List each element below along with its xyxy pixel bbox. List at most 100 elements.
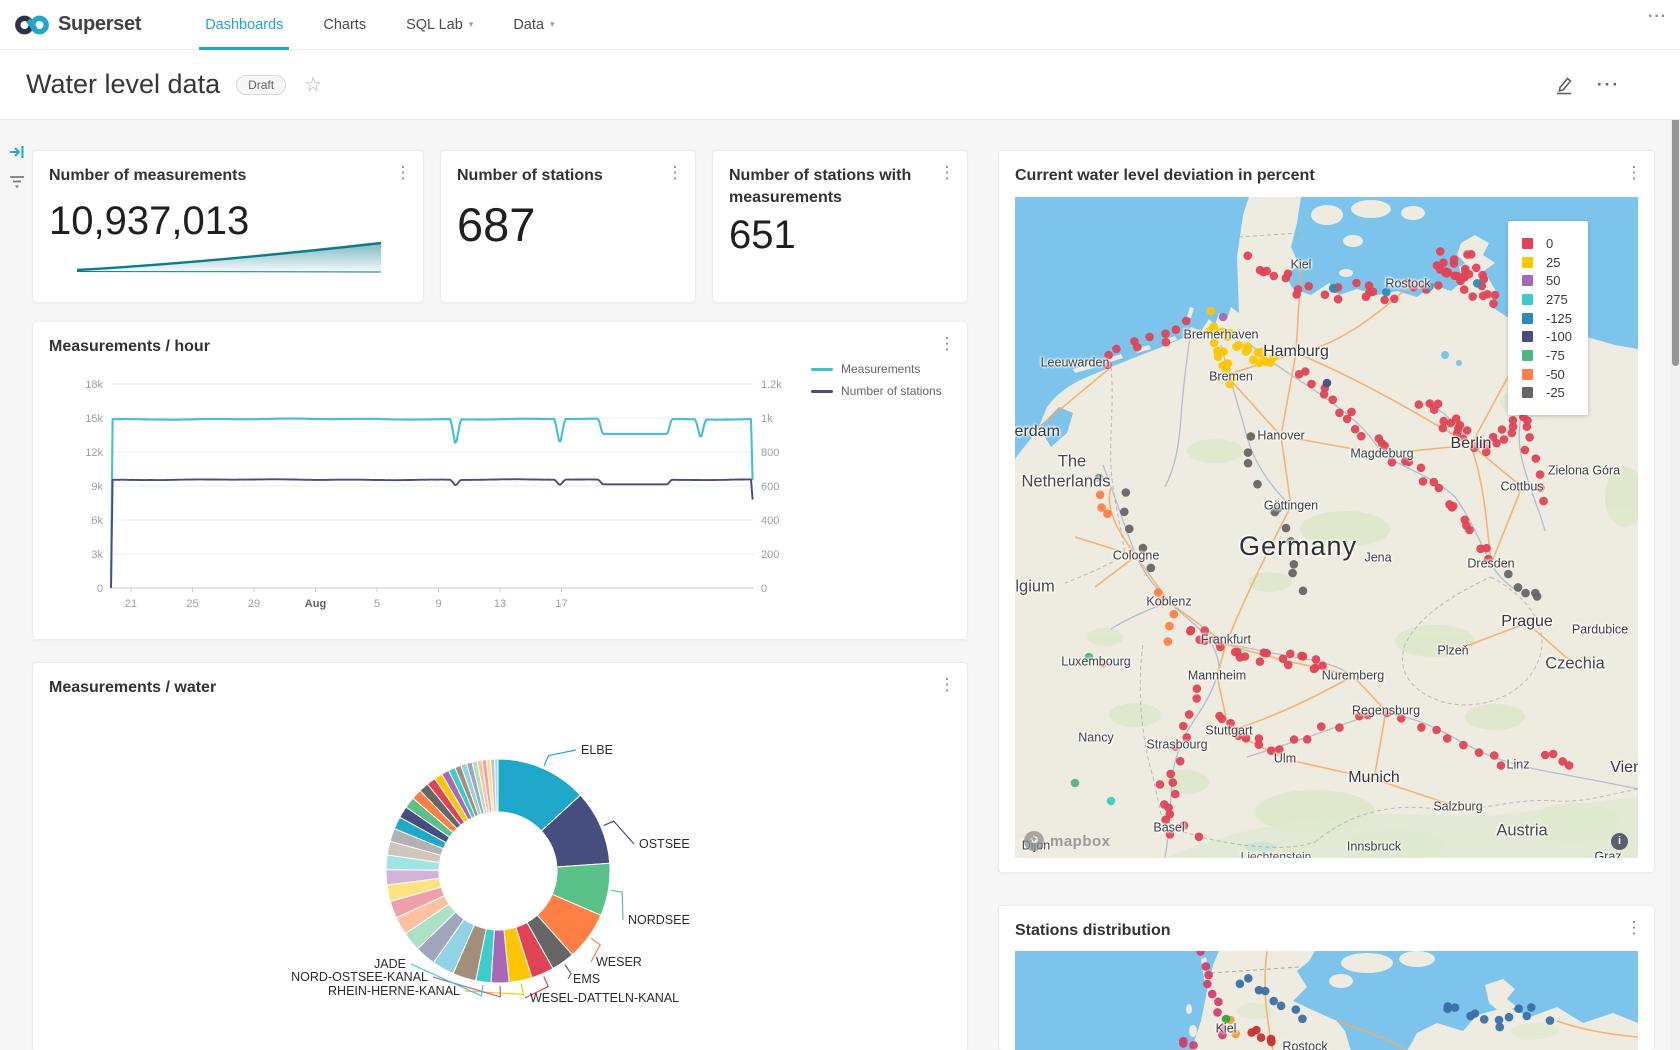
- kebab-menu-icon[interactable]: ⋮: [1625, 918, 1643, 937]
- station-dot: [1382, 287, 1391, 297]
- station-dot: [1425, 399, 1435, 408]
- svg-text:25: 25: [186, 598, 198, 610]
- nav-item-sql-lab[interactable]: SQL Lab ▾: [406, 16, 474, 33]
- station-dot: [1192, 694, 1201, 703]
- edit-pencil-icon[interactable]: [1553, 74, 1575, 96]
- station-dot: [1153, 588, 1163, 597]
- station-dot: [1192, 684, 1202, 693]
- top-navbar: Superset Dashboards Charts SQL Lab ▾ Data ▾ ·…: [0, 0, 1680, 50]
- station-dot: [1217, 1024, 1227, 1033]
- station-dot: [1462, 426, 1472, 435]
- map-city-label: Graz: [1594, 849, 1622, 858]
- station-dot: [1310, 663, 1320, 673]
- station-dot: [1275, 745, 1284, 754]
- legend-item[interactable]: Measurements: [811, 358, 942, 380]
- station-dot: [1429, 477, 1439, 487]
- filter-icon[interactable]: [8, 173, 26, 189]
- svg-text:3k: 3k: [91, 549, 103, 561]
- station-dot: [1307, 379, 1316, 389]
- map-legend-item: -25: [1522, 384, 1572, 403]
- station-dot: [1380, 295, 1389, 305]
- station-dot: [1479, 1015, 1489, 1024]
- mapbox-logo: mapbox: [1023, 830, 1111, 852]
- station-dot: [1189, 1041, 1198, 1050]
- station-dot: [1230, 372, 1239, 382]
- vertical-scrollbar: [1671, 0, 1680, 1050]
- station-dot: [1161, 337, 1171, 347]
- station-dot: [1474, 748, 1484, 757]
- page-title: Water level data: [26, 69, 221, 99]
- station-dot: [1382, 708, 1392, 718]
- station-dot: [1298, 652, 1308, 661]
- station-dot: [1289, 560, 1299, 569]
- legend-swatch: [1522, 349, 1533, 361]
- station-dot: [1495, 1022, 1504, 1032]
- station-dot: [1179, 1039, 1188, 1048]
- kebab-menu-icon[interactable]: ⋮: [1625, 163, 1643, 182]
- donut-chart[interactable]: ELBE OSTSEE NORDSEE WESER EMS WESEL-DATTELN-K…: [33, 663, 969, 1050]
- kpi-value: 10,937,013: [49, 199, 250, 243]
- legend-label: 25: [1546, 254, 1561, 270]
- legend-item[interactable]: Number of stations: [811, 380, 942, 402]
- kebab-menu-icon[interactable]: ⋮: [394, 163, 412, 182]
- station-dot: [1145, 332, 1154, 342]
- legend-label: -125: [1546, 310, 1573, 326]
- map-city-label: Amsterdam: [1015, 423, 1060, 441]
- label-leader: [603, 820, 635, 845]
- map-city-label: Liechtenstein: [1240, 849, 1312, 858]
- map-city-label: Jena: [1364, 550, 1392, 565]
- map-city-label: Austria: [1496, 821, 1548, 840]
- legend-label: 0: [1546, 235, 1554, 251]
- map-city-label: Czechia: [1545, 654, 1605, 673]
- station-dot: [1507, 428, 1517, 438]
- station-dot: [1468, 292, 1477, 301]
- expand-filters-icon[interactable]: [8, 143, 26, 161]
- map-city-label: Bremen: [1209, 369, 1253, 384]
- navbar-overflow-menu[interactable]: ···: [1648, 8, 1667, 25]
- map-city-label: Ulm: [1273, 751, 1297, 766]
- superset-brand[interactable]: Superset: [14, 11, 141, 39]
- station-dot: [1240, 652, 1250, 661]
- favorite-star-icon[interactable]: ☆: [304, 74, 323, 96]
- map-attribution-info-icon[interactable]: i: [1611, 833, 1628, 850]
- map-city-label: Leeuwarden: [1040, 355, 1110, 370]
- header-more-menu[interactable]: ···: [1597, 75, 1620, 94]
- map-legend-item: -100: [1522, 327, 1572, 346]
- stations-distribution-card: Stations distribution ⋮: [998, 905, 1655, 1050]
- station-dot: [1235, 979, 1245, 989]
- station-dot: [1417, 723, 1426, 732]
- kebab-menu-icon[interactable]: ⋮: [938, 334, 956, 353]
- kebab-menu-icon[interactable]: ⋮: [666, 163, 684, 182]
- legend-label: -75: [1546, 347, 1565, 363]
- station-dot: [1350, 424, 1360, 434]
- kebab-menu-icon[interactable]: ⋮: [938, 163, 956, 182]
- line-chart[interactable]: 18k 1.2k 15k 1k 12k 800 9k 600 6k 400 3k 200 0 0 21 25 2…: [33, 322, 969, 641]
- donut-label: EMS: [573, 972, 600, 986]
- station-dot: [1209, 338, 1219, 348]
- station-dot: [1465, 525, 1474, 535]
- station-dot: [1318, 661, 1327, 670]
- scrollbar-thumb[interactable]: [1672, 8, 1679, 366]
- nav-item-charts[interactable]: Charts: [323, 16, 367, 33]
- mapbox-wordmark: mapbox: [1050, 832, 1111, 850]
- map-city-label: Basel: [1153, 820, 1185, 835]
- nav-item-dashboards[interactable]: Dashboards: [185, 0, 303, 50]
- status-badge: Draft: [236, 74, 287, 95]
- station-dot: [1169, 609, 1179, 619]
- station-dot: [1293, 285, 1303, 294]
- legend-swatch: [1522, 256, 1533, 268]
- kebab-menu-icon[interactable]: ⋮: [938, 675, 956, 694]
- map-canvas[interactable]: Kiel Rostock: [1015, 951, 1638, 1050]
- station-dot: [1514, 1004, 1523, 1013]
- nav-item-data[interactable]: Data ▾: [513, 16, 555, 33]
- station-dot: [1243, 448, 1253, 457]
- station-dots-layer: [1070, 247, 1574, 842]
- station-dot: [1165, 830, 1175, 839]
- station-dot: [1156, 597, 1165, 606]
- map-legend-item: 275: [1522, 290, 1572, 309]
- station-dot: [1364, 710, 1373, 720]
- map-canvas[interactable]: Kiel Rostock Leeuwarden Bremerhaven Hamburg B…: [1015, 197, 1638, 858]
- station-dot: [1504, 1012, 1514, 1022]
- station-dot: [1328, 284, 1338, 293]
- station-dot: [1333, 294, 1343, 304]
